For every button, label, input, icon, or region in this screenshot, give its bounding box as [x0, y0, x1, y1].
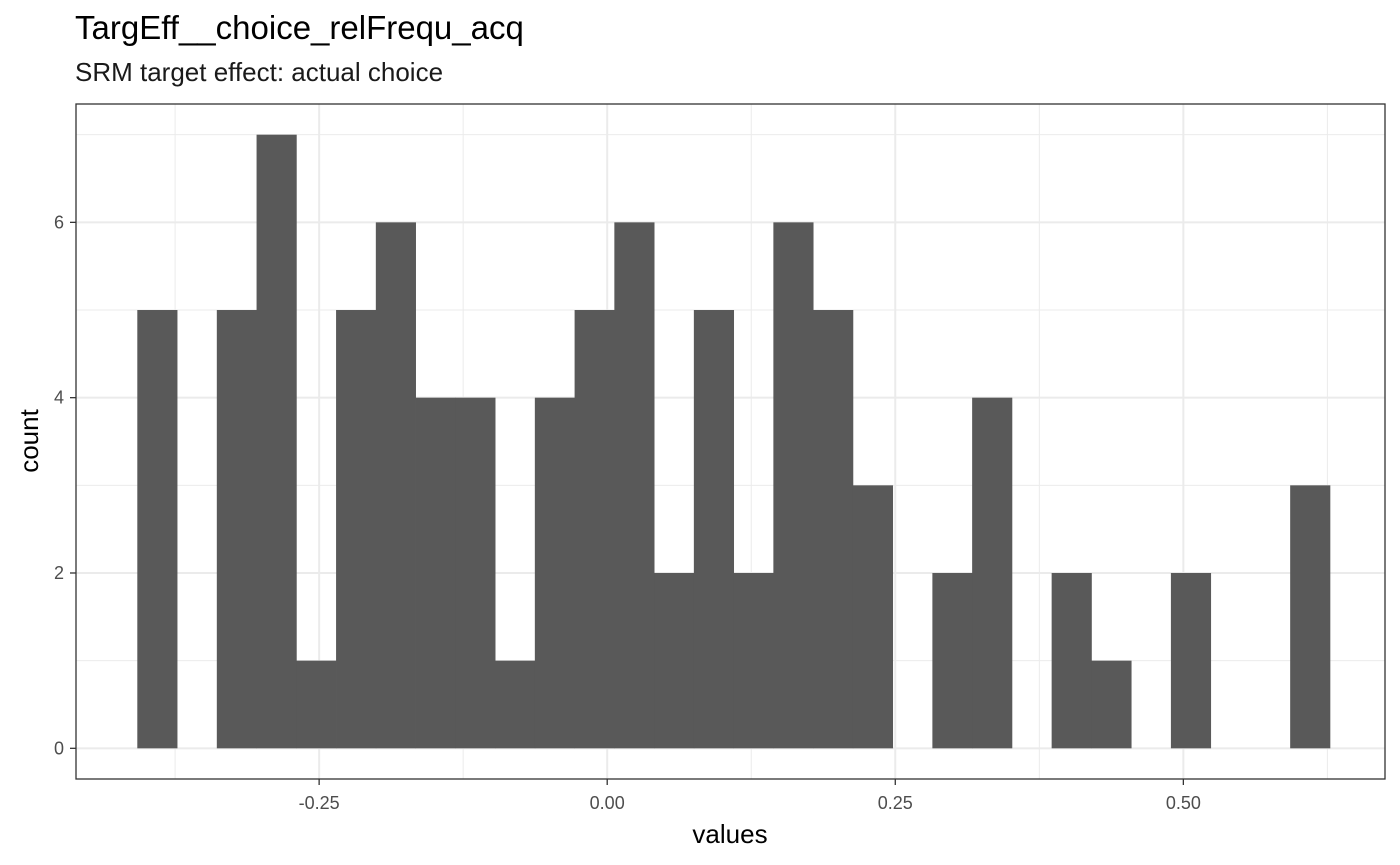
histogram-bar	[1170, 572, 1212, 749]
histogram-bar	[455, 397, 496, 749]
plot-panel-border	[75, 103, 1386, 780]
histogram-bar	[654, 572, 695, 749]
histogram-bar	[614, 222, 655, 749]
histogram-bar	[932, 572, 973, 749]
histogram-bar	[574, 310, 615, 749]
histogram-bar	[375, 222, 416, 749]
histogram-bar	[415, 397, 456, 749]
x-tick-label: 0.25	[878, 793, 913, 813]
y-axis: 0 2 4 6	[54, 212, 76, 758]
y-tick-label: 6	[54, 212, 64, 232]
x-axis: -0.25 0.00 0.25 0.50	[299, 779, 1201, 813]
y-tick-label: 0	[54, 738, 64, 758]
x-tick-label: -0.25	[299, 793, 340, 813]
histogram-bar	[972, 397, 1013, 749]
histogram-bar	[256, 134, 297, 749]
histogram-bar	[693, 310, 735, 749]
histogram-bar	[336, 310, 377, 749]
chart-subtitle: SRM target effect: actual choice	[75, 57, 444, 87]
y-tick-label: 2	[54, 563, 64, 583]
histogram-bar	[216, 310, 257, 749]
histogram-bar	[1051, 572, 1092, 749]
x-axis-title: values	[692, 819, 767, 849]
y-tick-label: 4	[54, 388, 64, 408]
x-tick-label: 0.50	[1166, 793, 1201, 813]
histogram-bar	[852, 485, 894, 749]
histogram-bar	[773, 222, 814, 749]
histogram-bars	[137, 134, 1331, 749]
histogram-bar	[495, 660, 536, 749]
chart-title: TargEff__choice_relFrequ_acq	[75, 9, 524, 46]
histogram-bar	[1091, 660, 1132, 749]
y-axis-title: count	[14, 408, 44, 472]
histogram-bar	[137, 310, 178, 749]
histogram-bar	[733, 572, 774, 749]
histogram-bar	[296, 660, 337, 749]
histogram-bar	[813, 310, 854, 749]
x-tick-label: 0.00	[590, 793, 625, 813]
histogram-bar	[1290, 485, 1331, 749]
histogram-bar	[534, 397, 575, 749]
